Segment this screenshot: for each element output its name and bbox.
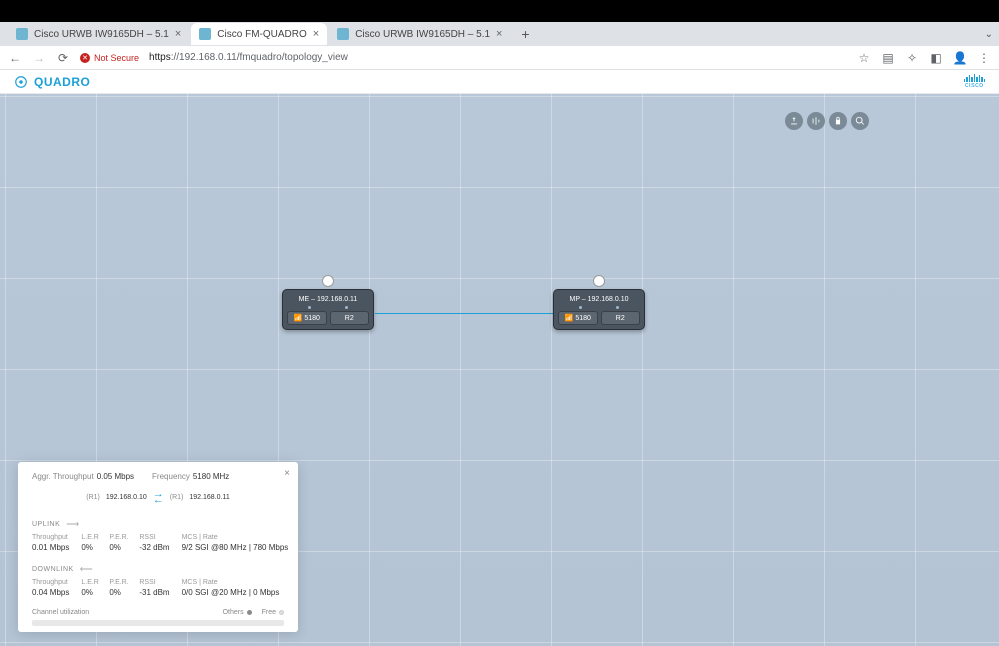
node-freq-badge[interactable]: 📶5180 (287, 311, 327, 325)
lock-button[interactable] (829, 112, 847, 130)
node-pin-icon (322, 275, 334, 287)
uplink-stats: Throughput0.01 Mbps L.E.R0% P.E.R.0% RSS… (32, 534, 284, 552)
favicon-icon (16, 28, 28, 40)
quadro-logo-icon (14, 75, 28, 89)
window-blackbar (0, 0, 999, 22)
channel-utilization-bar (32, 620, 284, 626)
export-button[interactable] (785, 112, 803, 130)
link-info-panel: × Aggr. Throughput0.05 Mbps Frequency518… (18, 462, 298, 632)
not-secure-icon: ✕ (80, 53, 90, 63)
arrow-right-icon: ⟶ (66, 519, 79, 530)
topology-node-mp[interactable]: MP – 192.168.0.10 📶5180 R2 (553, 275, 645, 330)
browser-urlbar: ← → ⟳ ✕ Not Secure https://192.168.0.11/… (0, 46, 999, 70)
bookmark-icon[interactable]: ☆ (857, 51, 871, 65)
close-icon[interactable]: × (313, 28, 319, 40)
favicon-icon (337, 28, 349, 40)
downlink-stats: Throughput0.04 Mbps L.E.R0% P.E.R.0% RSS… (32, 579, 284, 597)
frequency-label: Frequency (152, 472, 190, 481)
arrow-left-icon: ⟵ (80, 564, 93, 575)
new-tab-button[interactable]: + (516, 25, 534, 43)
legend-dot-others (247, 610, 252, 615)
node-radio-badge[interactable]: R2 (330, 311, 370, 325)
security-badge[interactable]: ✕ Not Secure (80, 53, 139, 63)
security-label: Not Secure (94, 53, 139, 63)
favicon-icon (199, 28, 211, 40)
node-title: ME – 192.168.0.11 (287, 294, 369, 306)
browser-tabstrip: Cisco URWB IW9165DH – 5.1 × Cisco FM-QUA… (0, 22, 999, 46)
forward-button[interactable]: → (32, 51, 46, 65)
reader-icon[interactable]: ▤ (881, 51, 895, 65)
node-freq-badge[interactable]: 📶5180 (558, 311, 598, 325)
topology-link[interactable] (375, 313, 553, 314)
node-radio-badge[interactable]: R2 (601, 311, 641, 325)
close-icon[interactable]: × (496, 28, 502, 40)
sidepanel-icon[interactable]: ◧ (929, 51, 943, 65)
app-name: QUADRO (34, 75, 90, 89)
cisco-logo: cisco (964, 74, 986, 89)
app-header: QUADRO cisco (0, 70, 999, 94)
connection-endpoints: (R1) 192.168.0.10 →← (R1) 192.168.0.11 (32, 491, 284, 503)
downlink-heading: DOWNLINK⟵ (32, 564, 284, 575)
browser-tab-0[interactable]: Cisco URWB IW9165DH – 5.1 × (8, 23, 189, 45)
aggr-throughput-label: Aggr. Throughput (32, 472, 94, 481)
menu-icon[interactable]: ⋮ (977, 51, 991, 65)
tabs-overflow-icon[interactable]: ⌄ (985, 29, 993, 40)
tab-title: Cisco URWB IW9165DH – 5.1 (355, 29, 490, 40)
back-button[interactable]: ← (8, 51, 22, 65)
topology-node-me[interactable]: ME – 192.168.0.11 📶5180 R2 (282, 275, 374, 330)
reload-button[interactable]: ⟳ (56, 51, 70, 65)
search-button[interactable] (851, 112, 869, 130)
canvas-toolbar (785, 112, 869, 130)
app-logo[interactable]: QUADRO (14, 75, 90, 89)
topology-canvas[interactable]: ME – 192.168.0.11 📶5180 R2 MP – 192.168.… (0, 94, 999, 646)
antenna-icon: 📶 (294, 314, 303, 322)
settings-button[interactable] (807, 112, 825, 130)
tab-title: Cisco FM-QUADRO (217, 29, 306, 40)
legend-dot-free (279, 610, 284, 615)
tab-title: Cisco URWB IW9165DH – 5.1 (34, 29, 169, 40)
browser-tab-1[interactable]: Cisco FM-QUADRO × (191, 23, 327, 45)
bidirectional-icon: →← (153, 491, 164, 503)
channel-utilization-row: Channel utilization Others Free (32, 609, 284, 616)
extensions-icon[interactable]: ✧ (905, 51, 919, 65)
node-title: MP – 192.168.0.10 (558, 294, 640, 306)
browser-tab-2[interactable]: Cisco URWB IW9165DH – 5.1 × (329, 23, 510, 45)
uplink-heading: UPLINK⟶ (32, 519, 284, 530)
close-icon[interactable]: × (175, 28, 181, 40)
close-icon[interactable]: × (284, 468, 290, 479)
aggr-throughput-value: 0.05 Mbps (97, 472, 134, 481)
node-pin-icon (593, 275, 605, 287)
url-text[interactable]: https://192.168.0.11/fmquadro/topology_v… (149, 52, 348, 63)
profile-icon[interactable]: 👤 (953, 51, 967, 65)
frequency-value: 5180 MHz (193, 472, 229, 481)
antenna-icon: 📶 (565, 314, 574, 322)
